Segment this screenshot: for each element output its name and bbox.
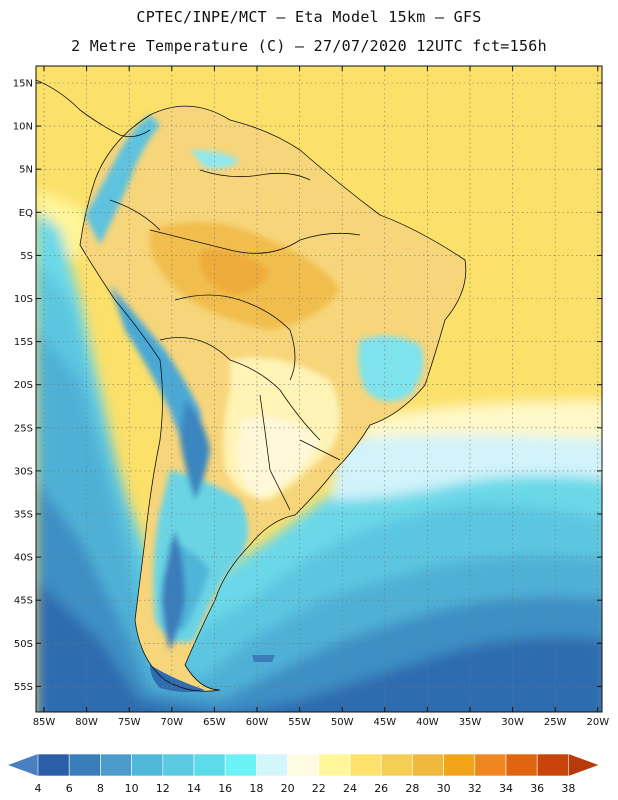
title-model: CPTEC/INPE/MCT – Eta Model 15km – GFS (136, 8, 482, 26)
longitude-label: 55W (288, 717, 311, 728)
longitude-label: 75W (118, 717, 141, 728)
latitude-label: 5S (20, 251, 33, 262)
longitude-label: 45W (373, 717, 396, 728)
latitude-label: 15N (13, 79, 33, 90)
latitude-label: 10N (13, 122, 33, 133)
colorbar-high-arrow (568, 754, 599, 776)
latitude-label: 15S (14, 337, 33, 348)
colorbar-cell (380, 753, 413, 777)
colorbar-label: 24 (343, 782, 357, 795)
colorbar-label: 32 (468, 782, 482, 795)
colorbar-label: 14 (187, 782, 201, 795)
colorbar-label: 36 (530, 782, 544, 795)
colorbar-label: 18 (249, 782, 263, 795)
colorbar-low-arrow (8, 754, 38, 776)
latitude-label: 40S (14, 553, 33, 564)
colorbar-label: 22 (312, 782, 326, 795)
latitude-label: 5N (19, 165, 33, 176)
latitude-labels: 15N 10N 5N EQ 5S 10S 15S 20S 25S 30S 35S 40S 45S 50S 5… (13, 79, 602, 693)
colorbar-cell (318, 753, 351, 777)
latitude-label: 25S (14, 423, 33, 434)
colorbar-label: 26 (374, 782, 388, 795)
colorbar-cell (224, 753, 257, 777)
colorbar-cell (536, 753, 569, 777)
longitude-label: 80W (75, 717, 98, 728)
map-frame (35, 65, 603, 713)
colorbar-label: 34 (499, 782, 513, 795)
latitude-label: EQ (19, 208, 33, 219)
longitude-labels: 85W 80W 75W 70W 65W 60W 55W 50W 45W 40W 35W 30W 25W 2… (33, 66, 609, 728)
colorbar-label: 4 (35, 782, 42, 795)
colorbar-label: 8 (97, 782, 104, 795)
colorbar-cell (162, 753, 195, 777)
latitude-label: 35S (14, 510, 33, 521)
temperature-colorbar: 4 6 8 10 12 14 16 18 20 22 24 26 28 30 32 34 36 38 (8, 753, 599, 795)
longitude-label: 20W (586, 717, 609, 728)
colorbar-cell (505, 753, 538, 777)
colorbar-label: 16 (218, 782, 232, 795)
longitude-label: 70W (160, 717, 183, 728)
colorbar-cell (349, 753, 382, 777)
longitude-label: 65W (203, 717, 226, 728)
colorbar-cell (131, 753, 164, 777)
colorbar-cell (287, 753, 320, 777)
longitude-label: 40W (416, 717, 439, 728)
longitude-label: 60W (246, 717, 269, 728)
colorbar-cell (256, 753, 288, 777)
colorbar-cell (412, 753, 444, 777)
longitude-label: 30W (501, 717, 524, 728)
longitude-label: 35W (459, 717, 482, 728)
longitude-label: 50W (331, 717, 354, 728)
longitude-label: 25W (544, 717, 567, 728)
longitude-label: 85W (33, 717, 56, 728)
colorbar-cell (100, 753, 132, 777)
colorbar-label: 10 (125, 782, 139, 795)
colorbar-cell (193, 753, 226, 777)
latitude-label: 20S (14, 380, 33, 391)
latitude-label: 10S (14, 294, 33, 305)
latitude-label: 50S (14, 639, 33, 650)
colorbar-label: 12 (156, 782, 170, 795)
colorbar-label: 30 (437, 782, 451, 795)
colorbar-label: 38 (561, 782, 575, 795)
title-variable: 2 Metre Temperature (C) – 27/07/2020 12U… (71, 37, 547, 55)
latitude-label: 45S (14, 596, 33, 607)
latitude-label: 55S (14, 682, 33, 693)
colorbar-cell (474, 753, 507, 777)
colorbar-label: 20 (281, 782, 295, 795)
latitude-label: 30S (14, 466, 33, 477)
colorbar-cell (68, 753, 101, 777)
temperature-field (36, 66, 602, 712)
colorbar-label: 6 (66, 782, 73, 795)
colorbar-label: 28 (405, 782, 419, 795)
colorbar-cell (37, 753, 70, 777)
colorbar-cell (443, 753, 476, 777)
country-borders (79, 105, 467, 692)
